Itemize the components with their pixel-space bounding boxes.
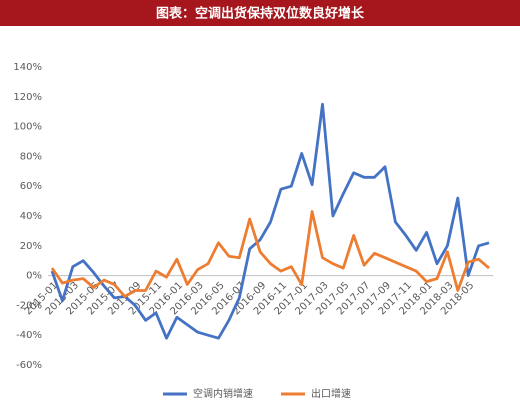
y-tick-label: 0%: [26, 271, 42, 282]
y-tick-label: -60%: [16, 360, 42, 371]
legend-label: 空调内销增速: [193, 387, 253, 400]
y-tick-label: 40%: [20, 211, 42, 222]
y-tick-label: 120%: [13, 92, 42, 103]
series-line: [50, 210, 490, 298]
legend-label: 出口增速: [311, 387, 351, 400]
y-tick-label: -40%: [16, 330, 42, 341]
y-tick-label: 100%: [13, 122, 42, 133]
y-tick-label: 60%: [20, 181, 42, 192]
y-tick-label: -20%: [16, 300, 42, 311]
chart-title: 图表：空调出货保持双位数良好增长: [156, 6, 365, 22]
y-tick-label: 140%: [13, 62, 42, 73]
title-banner: [0, 0, 520, 26]
y-tick-label: 80%: [20, 151, 42, 162]
y-tick-label: 20%: [20, 241, 42, 252]
